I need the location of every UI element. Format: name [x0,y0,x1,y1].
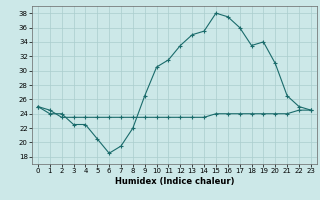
X-axis label: Humidex (Indice chaleur): Humidex (Indice chaleur) [115,177,234,186]
